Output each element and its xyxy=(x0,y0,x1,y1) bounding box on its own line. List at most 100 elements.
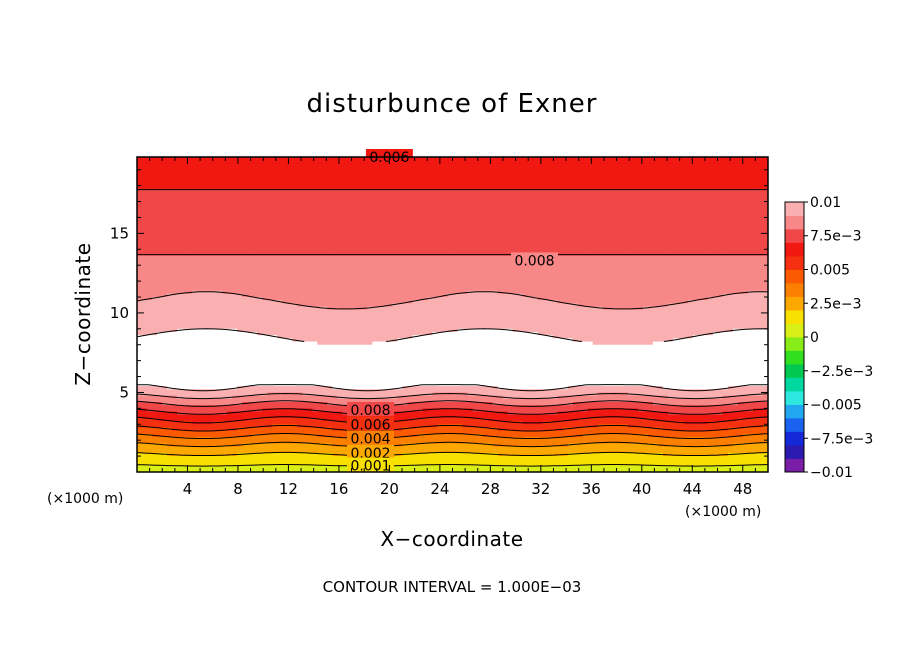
field-cell xyxy=(532,157,539,161)
field-cell xyxy=(522,169,529,174)
field-cell xyxy=(327,179,333,184)
field-cell xyxy=(592,172,599,177)
field-cell xyxy=(262,163,268,168)
field-cell xyxy=(517,169,524,174)
field-cell xyxy=(207,166,213,171)
field-cell xyxy=(182,163,188,168)
field-cell xyxy=(457,179,464,184)
field-cell xyxy=(492,192,499,196)
field-cell xyxy=(242,182,248,187)
field-cell xyxy=(267,182,273,187)
field-cell xyxy=(337,176,343,180)
field-cell xyxy=(147,172,153,177)
field-cell xyxy=(252,160,258,164)
field-cell xyxy=(502,182,509,187)
field-cell xyxy=(657,192,664,196)
field-cell xyxy=(162,172,168,177)
field-cell xyxy=(602,188,609,193)
field-cell xyxy=(192,166,198,171)
field-cell xyxy=(577,182,584,187)
field-cell xyxy=(487,176,494,180)
field-cell xyxy=(472,188,479,193)
field-cell xyxy=(147,169,153,174)
field-cell xyxy=(682,172,689,177)
field-cell xyxy=(722,166,729,171)
field-cell xyxy=(692,163,699,168)
field-cell xyxy=(282,192,288,196)
field-cell xyxy=(362,185,368,190)
field-cell xyxy=(672,160,679,164)
field-cell xyxy=(177,182,183,187)
field-cell xyxy=(142,185,148,190)
field-cell xyxy=(647,169,654,174)
field-cell xyxy=(682,192,689,196)
field-cell xyxy=(477,157,484,161)
field-cell xyxy=(612,176,619,180)
field-cell xyxy=(157,157,163,161)
field-cell xyxy=(457,160,464,164)
field-cell xyxy=(607,166,614,171)
field-cell xyxy=(747,176,754,180)
field-cell xyxy=(222,160,228,164)
field-cell xyxy=(267,176,273,180)
field-cell xyxy=(362,182,368,187)
field-cell xyxy=(162,188,168,193)
field-cell xyxy=(682,185,689,190)
field-cell xyxy=(742,185,749,190)
field-cell xyxy=(742,160,749,164)
field-cell xyxy=(467,179,474,184)
field-cell xyxy=(392,192,399,196)
field-cell xyxy=(552,157,559,161)
field-cell xyxy=(662,192,669,196)
field-cell xyxy=(532,172,539,177)
field-cell xyxy=(257,185,263,190)
field-cell xyxy=(352,182,358,187)
field-cell xyxy=(487,188,494,193)
field-cell xyxy=(177,169,183,174)
field-cell xyxy=(527,192,534,196)
field-cell xyxy=(167,160,173,164)
field-cell xyxy=(352,188,358,193)
field-cell xyxy=(547,163,554,168)
field-cell xyxy=(462,185,469,190)
field-cell xyxy=(442,192,449,196)
field-cell xyxy=(632,192,639,196)
field-cell xyxy=(757,160,764,164)
field-cell xyxy=(157,176,163,180)
field-cell xyxy=(217,188,223,193)
field-cell xyxy=(742,169,749,174)
field-cell xyxy=(317,166,323,171)
field-cell xyxy=(197,176,203,180)
field-cell xyxy=(692,188,699,193)
field-cell xyxy=(492,163,499,168)
field-cell xyxy=(452,166,459,171)
field-cell xyxy=(247,163,253,168)
field-cell xyxy=(552,188,559,193)
field-cell xyxy=(362,163,368,168)
field-cell xyxy=(352,169,358,174)
field-cell xyxy=(627,160,634,164)
field-cell xyxy=(247,172,253,177)
field-cell xyxy=(292,166,298,171)
field-cell xyxy=(757,163,764,168)
field-cell xyxy=(277,182,283,187)
field-cell xyxy=(727,185,734,190)
field-cell xyxy=(757,169,764,174)
field-cell xyxy=(212,163,218,168)
field-cell xyxy=(752,169,759,174)
field-cell xyxy=(322,163,328,168)
field-cell xyxy=(672,163,679,168)
field-cell xyxy=(162,163,168,168)
field-cell xyxy=(737,176,744,180)
field-cell xyxy=(567,185,574,190)
field-cell xyxy=(382,169,388,174)
field-cell xyxy=(322,185,328,190)
field-cell xyxy=(622,163,629,168)
field-cell xyxy=(292,182,298,187)
field-cell xyxy=(547,172,554,177)
field-cell xyxy=(652,157,659,161)
field-cell xyxy=(242,188,248,193)
field-cell xyxy=(437,182,444,187)
field-cell xyxy=(622,157,629,161)
